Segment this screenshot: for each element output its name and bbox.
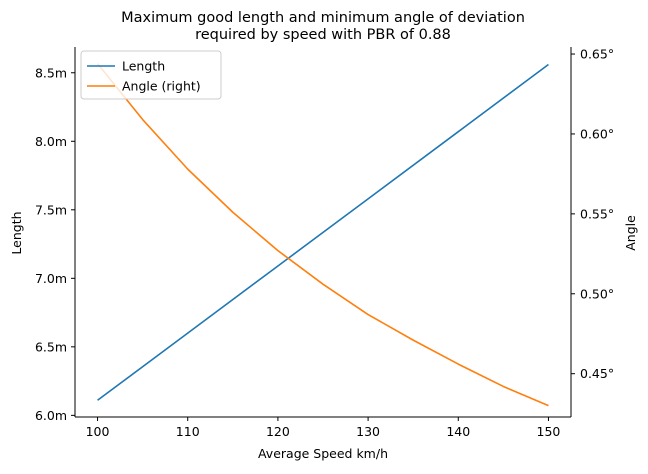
series-line-angle-right: [96, 63, 549, 407]
x-axis-label: Average Speed km/h: [258, 446, 388, 461]
legend: Length Angle (right): [80, 50, 222, 100]
legend-label: Angle (right): [122, 79, 201, 94]
y-tick-label: 6.0m: [35, 408, 67, 423]
y-right-tick-label: 0.65°: [580, 47, 614, 62]
x-tick-label: 100: [86, 424, 110, 439]
y-tick-label: 6.5m: [35, 339, 67, 354]
y-tick-label: 8.0m: [35, 134, 67, 149]
x-tick-label: 130: [356, 424, 380, 439]
legend-label: Length: [122, 59, 165, 74]
x-tick-label: 150: [537, 424, 561, 439]
series-layer: [96, 63, 549, 407]
y-right-tick-label: 0.55°: [580, 206, 614, 221]
y-tick-label: 7.0m: [35, 271, 67, 286]
x-tick-label: 120: [266, 424, 290, 439]
y-axis-label: Length: [9, 211, 24, 254]
y-right-tick-label: 0.60°: [580, 126, 614, 141]
chart-title: Maximum good length and minimum angle of…: [121, 10, 525, 43]
legend-box: [80, 50, 222, 100]
y-tick-label: 7.5m: [35, 202, 67, 217]
y-tick-label: 8.5m: [35, 65, 67, 80]
series-line-length: [97, 63, 549, 401]
y-right-tick-label: 0.50°: [580, 286, 614, 301]
x-tick-label: 110: [176, 424, 200, 439]
y-right-axis-label: Angle: [623, 215, 638, 251]
x-tick-label: 140: [446, 424, 470, 439]
y-right-tick-label: 0.45°: [580, 366, 614, 381]
axes: 100 110 120 130 140 150 6.0m 6.5m 7.0m 7.5m 8.0m 8.…: [35, 47, 614, 439]
